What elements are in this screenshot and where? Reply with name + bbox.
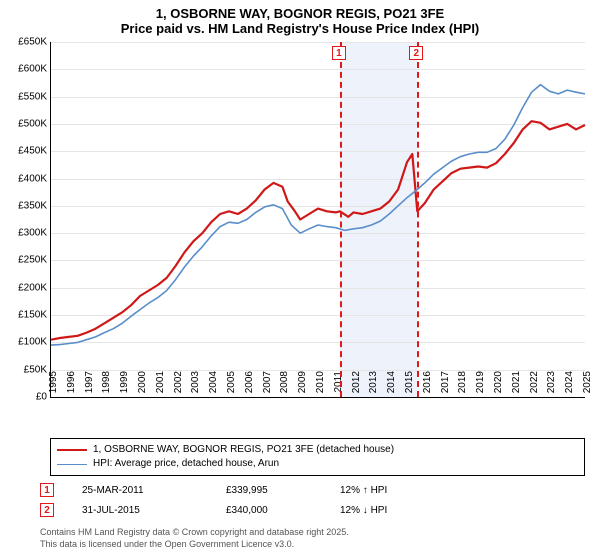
series-price_paid (51, 121, 585, 340)
title-address: 1, OSBORNE WAY, BOGNOR REGIS, PO21 3FE (0, 6, 600, 21)
x-tick-label: 2021 (511, 371, 522, 401)
y-tick-label: £600K (0, 64, 51, 75)
legend-swatch (57, 464, 87, 465)
x-tick-label: 2013 (368, 371, 379, 401)
x-tick-label: 1997 (84, 371, 95, 401)
x-tick-label: 2005 (226, 371, 237, 401)
x-tick-label: 2011 (333, 371, 344, 401)
x-tick-label: 1995 (48, 371, 59, 401)
y-tick-label: £500K (0, 118, 51, 129)
sale-price: £339,995 (226, 485, 316, 496)
x-tick-label: 2022 (529, 371, 540, 401)
legend-row: 1, OSBORNE WAY, BOGNOR REGIS, PO21 3FE (… (57, 443, 578, 457)
sale-date: 25-MAR-2011 (82, 485, 202, 496)
x-tick-label: 2000 (137, 371, 148, 401)
license-text: Contains HM Land Registry data © Crown c… (40, 526, 349, 550)
x-tick-label: 2001 (155, 371, 166, 401)
sale-date: 31-JUL-2015 (82, 505, 202, 516)
x-tick-label: 2025 (582, 371, 593, 401)
x-tick-label: 2023 (546, 371, 557, 401)
x-tick-label: 1996 (66, 371, 77, 401)
y-tick-label: £650K (0, 37, 51, 48)
legend-row: HPI: Average price, detached house, Arun (57, 457, 578, 471)
y-tick-label: £300K (0, 228, 51, 239)
y-tick-label: £400K (0, 173, 51, 184)
x-tick-label: 2010 (315, 371, 326, 401)
x-tick-label: 2015 (404, 371, 415, 401)
x-tick-label: 2003 (190, 371, 201, 401)
y-tick-label: £550K (0, 91, 51, 102)
x-tick-label: 2002 (173, 371, 184, 401)
x-tick-label: 2009 (297, 371, 308, 401)
chart-container: 1, OSBORNE WAY, BOGNOR REGIS, PO21 3FE P… (0, 0, 600, 560)
sale-price: £340,000 (226, 505, 316, 516)
title-subtitle: Price paid vs. HM Land Registry's House … (0, 21, 600, 36)
license-line-1: Contains HM Land Registry data © Crown c… (40, 526, 349, 538)
x-tick-label: 2019 (475, 371, 486, 401)
sale-marker-line (340, 42, 342, 397)
x-tick-label: 2014 (386, 371, 397, 401)
legend-label: HPI: Average price, detached house, Arun (93, 457, 279, 471)
sale-row-badge: 1 (40, 483, 54, 497)
x-tick-label: 1999 (119, 371, 130, 401)
y-tick-label: £350K (0, 200, 51, 211)
x-tick-label: 2008 (279, 371, 290, 401)
x-tick-label: 2024 (564, 371, 575, 401)
sale-marker-line (417, 42, 419, 397)
sales-table: 1 25-MAR-2011 £339,995 12% ↑ HPI 2 31-JUL-201… (40, 480, 440, 520)
plot-area: £0£50K£100K£150K£200K£250K£300K£350K£400… (50, 42, 585, 398)
sale-marker-badge: 1 (332, 46, 346, 60)
x-tick-label: 2018 (457, 371, 468, 401)
sale-delta: 12% ↓ HPI (340, 505, 440, 516)
line-series (51, 42, 585, 397)
x-tick-label: 2017 (440, 371, 451, 401)
x-tick-label: 2016 (422, 371, 433, 401)
y-tick-label: £0 (0, 392, 51, 403)
y-tick-label: £100K (0, 337, 51, 348)
x-tick-label: 2012 (351, 371, 362, 401)
sale-row-badge: 2 (40, 503, 54, 517)
x-tick-label: 2007 (262, 371, 273, 401)
y-tick-label: £450K (0, 146, 51, 157)
legend-label: 1, OSBORNE WAY, BOGNOR REGIS, PO21 3FE (… (93, 443, 394, 457)
y-tick-label: £250K (0, 255, 51, 266)
x-tick-label: 2020 (493, 371, 504, 401)
sale-marker-badge: 2 (409, 46, 423, 60)
x-tick-label: 2006 (244, 371, 255, 401)
x-tick-label: 1998 (101, 371, 112, 401)
legend-swatch (57, 449, 87, 451)
license-line-2: This data is licensed under the Open Gov… (40, 538, 349, 550)
y-tick-label: £50K (0, 364, 51, 375)
y-tick-label: £200K (0, 282, 51, 293)
sale-row: 2 31-JUL-2015 £340,000 12% ↓ HPI (40, 500, 440, 520)
x-tick-label: 2004 (208, 371, 219, 401)
sale-delta: 12% ↑ HPI (340, 485, 440, 496)
sale-row: 1 25-MAR-2011 £339,995 12% ↑ HPI (40, 480, 440, 500)
y-tick-label: £150K (0, 310, 51, 321)
legend: 1, OSBORNE WAY, BOGNOR REGIS, PO21 3FE (… (50, 438, 585, 476)
